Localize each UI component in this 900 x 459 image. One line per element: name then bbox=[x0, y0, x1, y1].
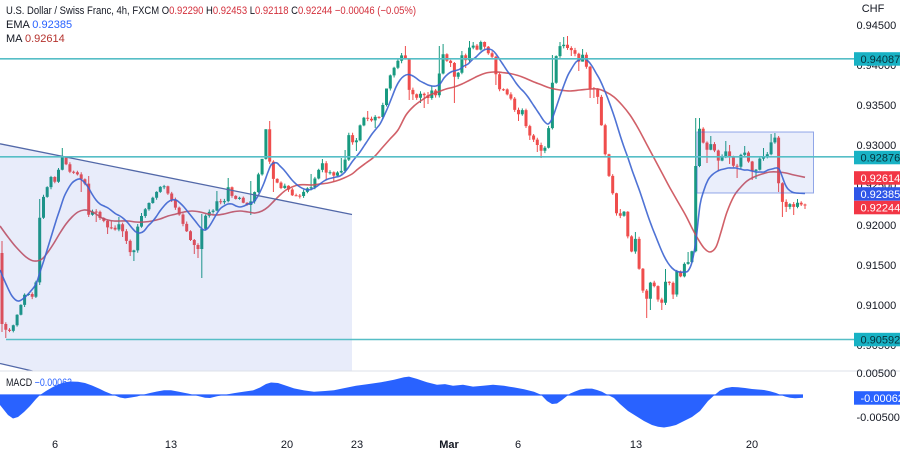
svg-text:13: 13 bbox=[630, 439, 642, 451]
svg-text:23: 23 bbox=[351, 439, 363, 451]
svg-text:0.91500: 0.91500 bbox=[857, 260, 897, 272]
svg-text:13: 13 bbox=[165, 439, 177, 451]
svg-text:0.92385: 0.92385 bbox=[861, 189, 900, 201]
svg-text:0.90592: 0.90592 bbox=[861, 335, 900, 347]
svg-text:MA 0.92614: MA 0.92614 bbox=[6, 33, 65, 45]
svg-text:20: 20 bbox=[281, 439, 293, 451]
svg-text:0.00500: 0.00500 bbox=[857, 368, 897, 380]
svg-text:0.93000: 0.93000 bbox=[857, 140, 897, 152]
svg-text:0.94087: 0.94087 bbox=[861, 54, 900, 66]
svg-text:0.92876: 0.92876 bbox=[861, 153, 900, 165]
svg-text:0.92614: 0.92614 bbox=[861, 173, 900, 185]
svg-text:0.92244: 0.92244 bbox=[861, 203, 900, 215]
svg-text:MACD −0.00062: MACD −0.00062 bbox=[6, 377, 72, 389]
svg-text:6: 6 bbox=[52, 439, 58, 451]
svg-text:-0.00500: -0.00500 bbox=[857, 412, 900, 424]
svg-text:0.93500: 0.93500 bbox=[857, 100, 897, 112]
svg-text:-0.00062: -0.00062 bbox=[861, 393, 900, 405]
svg-text:CHF: CHF bbox=[862, 3, 885, 15]
svg-text:EMA 0.92385: EMA 0.92385 bbox=[6, 19, 72, 31]
svg-text:0.91000: 0.91000 bbox=[857, 300, 897, 312]
svg-text:0.92000: 0.92000 bbox=[857, 220, 897, 232]
svg-text:U.S. Dollar / Swiss Franc, 4h,: U.S. Dollar / Swiss Franc, 4h, FXCM O0.9… bbox=[6, 5, 416, 17]
svg-text:6: 6 bbox=[515, 439, 521, 451]
svg-text:20: 20 bbox=[746, 439, 758, 451]
svg-text:Mar: Mar bbox=[439, 439, 459, 451]
svg-text:0.94500: 0.94500 bbox=[857, 20, 897, 32]
